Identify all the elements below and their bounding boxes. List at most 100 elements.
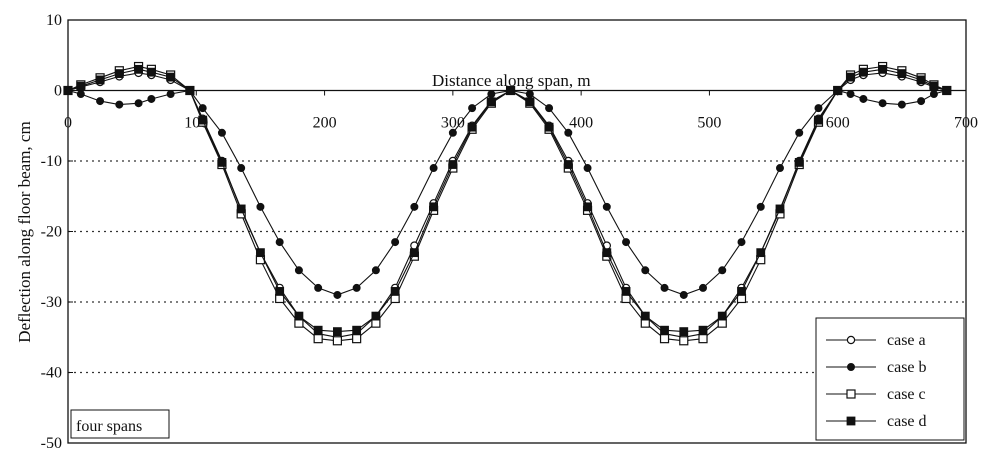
data-point [313,325,323,335]
y-tick-label: -40 [41,365,62,382]
data-point [448,128,457,137]
legend-label: case a [887,332,926,349]
series-group [63,61,952,346]
data-point [942,86,952,95]
data-point [410,202,419,211]
data-point [146,67,156,77]
data-point [756,202,765,211]
data-point [166,72,176,82]
y-axis-label: Deflection along floor beam, cm [15,121,34,342]
data-point [858,67,868,77]
legend-item: case d [826,413,927,430]
data-point [544,122,554,132]
data-point [897,69,907,78]
data-point [352,325,362,335]
data-point [429,164,438,173]
data-point [640,311,650,321]
data-point [391,238,400,247]
x-axis-label: Distance along span, m [432,71,591,90]
data-point [859,94,868,103]
data-point [294,311,304,321]
data-point [897,100,906,109]
y-tick-label: 10 [46,12,62,29]
data-point [95,75,105,85]
data-point [313,334,323,344]
x-tick-label: 700 [954,115,978,132]
data-point [718,266,727,275]
x-tick-label: 200 [313,115,337,132]
data-point [795,128,804,137]
data-point [583,202,592,212]
data-point [563,160,573,169]
data-point [660,325,669,335]
legend-item: case c [826,386,926,403]
data-point [679,290,688,299]
data-point [525,97,535,107]
data-point [76,90,85,99]
data-point [114,69,124,78]
data-point [621,287,631,296]
data-point [429,202,439,212]
y-tick-label: 0 [54,83,62,100]
data-point [583,164,592,173]
data-point [698,334,708,344]
data-point [76,81,86,91]
data-point [390,287,400,296]
data-point [660,283,669,292]
annotation-box: four spans [70,409,170,439]
legend-item: case a [826,332,926,349]
data-point [294,266,303,275]
data-point [256,202,265,211]
data-point [602,248,612,258]
data-point [717,311,727,321]
data-point [846,389,856,399]
data-point [332,336,342,346]
data-point [833,86,843,95]
x-tick-label: 400 [569,115,593,132]
y-tick-label: -50 [41,435,62,452]
data-point [602,202,611,211]
data-point [846,335,856,345]
data-point [846,416,856,426]
data-point [917,97,926,106]
data-point [185,86,195,95]
data-point [115,100,124,109]
data-point [217,158,227,167]
data-point [525,90,534,99]
data-point [775,164,784,173]
data-point [371,266,380,275]
data-point [846,72,855,82]
x-tick-label: 0 [64,115,72,132]
data-point [198,104,207,113]
data-point [756,248,766,258]
data-point [486,97,496,107]
data-point [564,128,573,137]
data-point [237,164,246,173]
y-tick-label: -30 [41,294,62,311]
data-point [467,122,477,132]
data-point [641,266,650,275]
data-point [134,64,143,74]
legend-box [815,317,965,441]
data-point [448,160,458,169]
data-point [166,90,175,99]
data-point [198,115,208,125]
legend-label: case c [887,386,926,403]
data-point [409,248,419,258]
data-point [63,86,73,95]
data-point [147,94,156,103]
x-tick-label: 500 [697,115,721,132]
legend-item: case b [826,359,927,376]
legend: case a case b case c case d [815,317,965,441]
data-point [929,90,938,99]
data-point [794,158,804,167]
data-point [699,283,708,292]
data-point [814,104,823,113]
data-point [352,283,361,292]
data-point [622,238,631,247]
data-point [659,334,670,344]
data-point [275,238,284,247]
data-point [333,327,342,337]
data-point [506,86,515,95]
data-point [737,287,746,296]
